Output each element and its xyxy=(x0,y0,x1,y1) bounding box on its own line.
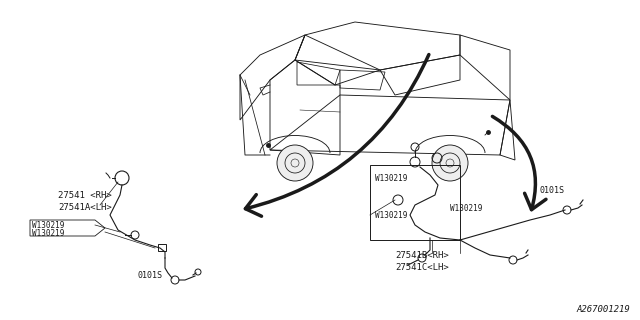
Text: 0101S: 0101S xyxy=(137,271,162,281)
Bar xyxy=(158,244,166,251)
Text: 27541A<LH>: 27541A<LH> xyxy=(58,203,112,212)
Text: W130219: W130219 xyxy=(32,220,65,229)
Circle shape xyxy=(277,145,313,181)
Text: W130219: W130219 xyxy=(375,173,408,182)
Text: W130219: W130219 xyxy=(375,211,408,220)
FancyArrowPatch shape xyxy=(492,116,546,210)
Bar xyxy=(370,165,460,240)
Text: 0101S: 0101S xyxy=(540,186,565,195)
Text: W130219: W130219 xyxy=(32,228,65,237)
Text: A267001219: A267001219 xyxy=(576,305,630,314)
FancyArrowPatch shape xyxy=(245,54,429,216)
Circle shape xyxy=(432,145,468,181)
Text: 27541B<RH>: 27541B<RH> xyxy=(395,251,449,260)
Text: 27541C<LH>: 27541C<LH> xyxy=(395,263,449,273)
Text: W130219: W130219 xyxy=(450,204,483,212)
Text: 27541 <RH>: 27541 <RH> xyxy=(58,190,112,199)
